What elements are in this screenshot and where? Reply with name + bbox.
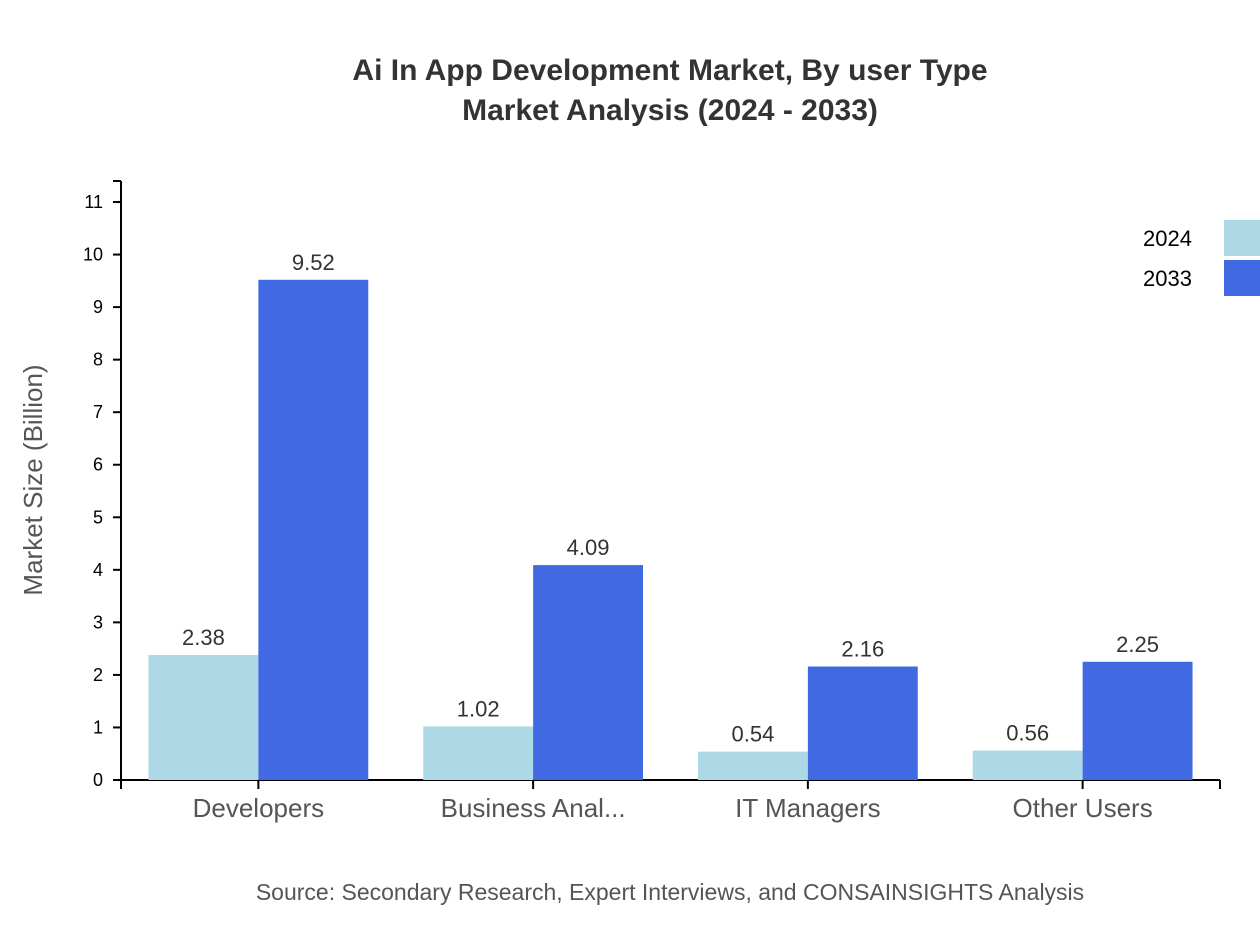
y-axis-label: Market Size (Billion) — [18, 364, 48, 595]
data-label: 9.52 — [292, 250, 335, 275]
chart-subtitle: Market Analysis (2024 - 2033) — [462, 94, 878, 127]
y-tick-label: 10 — [83, 245, 103, 265]
data-label: 4.09 — [567, 535, 610, 560]
y-tick-label: 3 — [93, 612, 103, 632]
bar-2024 — [972, 750, 1083, 780]
x-tick-label: IT Managers — [735, 793, 880, 823]
legend-label: 2033 — [1143, 266, 1192, 291]
data-label: 0.56 — [1006, 721, 1049, 746]
bar-2024 — [697, 751, 808, 780]
y-tick-label: 6 — [93, 455, 103, 475]
data-label: 0.54 — [732, 722, 775, 747]
bar-2024 — [148, 654, 259, 780]
x-tick-label: Business Anal... — [441, 793, 626, 823]
y-tick-label: 4 — [93, 560, 103, 580]
legend-swatch — [1224, 260, 1260, 296]
x-tick-label: Developers — [193, 793, 325, 823]
x-tick-label: Other Users — [1013, 793, 1153, 823]
y-tick-label: 7 — [93, 402, 103, 422]
legend-label: 2024 — [1143, 226, 1192, 251]
y-tick-label: 11 — [84, 192, 103, 212]
bar-2033 — [533, 565, 644, 780]
y-tick-label: 8 — [93, 350, 103, 370]
source-note: Source: Secondary Research, Expert Inter… — [256, 879, 1084, 905]
data-label: 2.25 — [1116, 632, 1159, 657]
legend-swatch — [1224, 220, 1260, 256]
bar-2033 — [258, 279, 369, 780]
y-tick-label: 9 — [93, 297, 103, 317]
y-tick-label: 0 — [93, 770, 103, 790]
bar-2033 — [1082, 661, 1193, 780]
y-tick-label: 2 — [93, 665, 103, 685]
y-tick-label: 1 — [93, 717, 103, 737]
data-label: 1.02 — [457, 696, 500, 721]
bar-2024 — [423, 726, 534, 780]
y-tick-label: 5 — [93, 507, 103, 527]
data-label: 2.38 — [182, 625, 225, 650]
data-label: 2.16 — [841, 637, 884, 662]
bar-2033 — [807, 666, 918, 780]
chart-title: Ai In App Development Market, By user Ty… — [352, 54, 987, 87]
